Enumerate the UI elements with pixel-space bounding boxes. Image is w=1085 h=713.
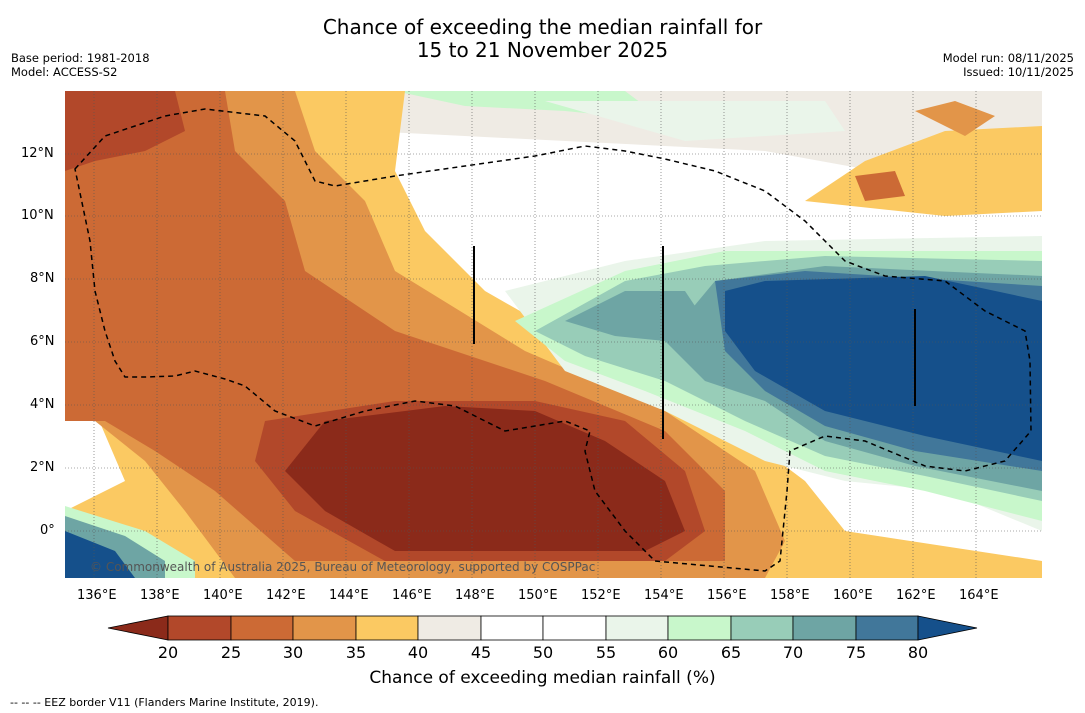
zone-ne-30 [915, 101, 995, 136]
zone-east-80 [725, 276, 1042, 461]
lon-tick: 138°E [140, 588, 180, 603]
base-period-text: Base period: 1981-2018 [11, 51, 150, 65]
rainfall-map: © Commonwealth of Australia 2025, Bureau… [65, 91, 1042, 578]
colorbar-cell [917, 615, 978, 641]
lat-tick: 8°N [30, 271, 55, 286]
island-markers [473, 246, 916, 439]
colorbar [107, 615, 978, 641]
colorbar-tick: 20 [157, 643, 179, 662]
colorbar-cell [730, 615, 794, 641]
colorbar-tick: 50 [532, 643, 554, 662]
lon-tick: 148°E [455, 588, 495, 603]
lon-tick: 140°E [203, 588, 243, 603]
lat-tick: 0° [40, 523, 55, 538]
colorbar-tick: 25 [220, 643, 242, 662]
colorbar-tick: 30 [282, 643, 304, 662]
lon-tick: 164°E [959, 588, 999, 603]
zone-ne-25 [855, 171, 905, 201]
zone-light-green-north [545, 101, 845, 141]
colorbar-tick: 80 [907, 643, 929, 662]
colorbar-cell [167, 615, 232, 641]
lon-tick: 142°E [266, 588, 306, 603]
colorbar-cell [855, 615, 919, 641]
model-text: Model: ACCESS-S2 [11, 65, 118, 79]
map-gridlines [65, 91, 1042, 578]
lon-tick: 158°E [770, 588, 810, 603]
lon-tick: 156°E [707, 588, 747, 603]
lat-tick: 12°N [21, 146, 54, 161]
colorbar-cell [480, 615, 544, 641]
lon-tick: 160°E [833, 588, 873, 603]
lat-tick: 6°N [30, 334, 55, 349]
lat-tick: 10°N [21, 208, 54, 223]
colorbar-cell [355, 615, 419, 641]
colorbar-tick: 45 [470, 643, 492, 662]
eez-legend-text: -- -- -- EEZ border V11 (Flanders Marine… [10, 696, 319, 709]
lon-tick: 152°E [581, 588, 621, 603]
colorbar-tick: 40 [407, 643, 429, 662]
colorbar-cell [792, 615, 857, 641]
colorbar-cell [417, 615, 482, 641]
lon-tick: 154°E [644, 588, 684, 603]
lon-tick: 136°E [77, 588, 117, 603]
colorbar-cell [605, 615, 669, 641]
lon-tick: 146°E [392, 588, 432, 603]
colorbar-title: Chance of exceeding median rainfall (%) [369, 668, 716, 688]
colorbar-tick: 60 [657, 643, 679, 662]
lat-tick: 2°N [30, 460, 55, 475]
chart-title-line2: 15 to 21 November 2025 [416, 38, 669, 62]
colorbar-cell [667, 615, 732, 641]
colorbar-tick: 75 [845, 643, 867, 662]
chart-title-line1: Chance of exceeding the median rainfall … [322, 15, 763, 39]
copyright-text: © Commonwealth of Australia 2025, Bureau… [90, 560, 595, 574]
zone-sw-80 [65, 531, 135, 578]
lon-tick: 144°E [329, 588, 369, 603]
colorbar-tick: 65 [720, 643, 742, 662]
lat-tick: 4°N [30, 397, 55, 412]
lon-tick: 162°E [896, 588, 936, 603]
colorbar-tick: 35 [345, 643, 367, 662]
colorbar-cell [542, 615, 607, 641]
model-run-text: Model run: 08/11/2025 [942, 51, 1074, 65]
colorbar-tick: 70 [782, 643, 804, 662]
lon-tick: 150°E [518, 588, 558, 603]
colorbar-tick: 55 [595, 643, 617, 662]
colorbar-cell [292, 615, 357, 641]
zone-south-20 [285, 406, 685, 551]
colorbar-cell [230, 615, 294, 641]
colorbar-cell [107, 615, 169, 641]
eez-border [74, 108, 1032, 572]
issued-text: Issued: 10/11/2025 [963, 65, 1074, 79]
